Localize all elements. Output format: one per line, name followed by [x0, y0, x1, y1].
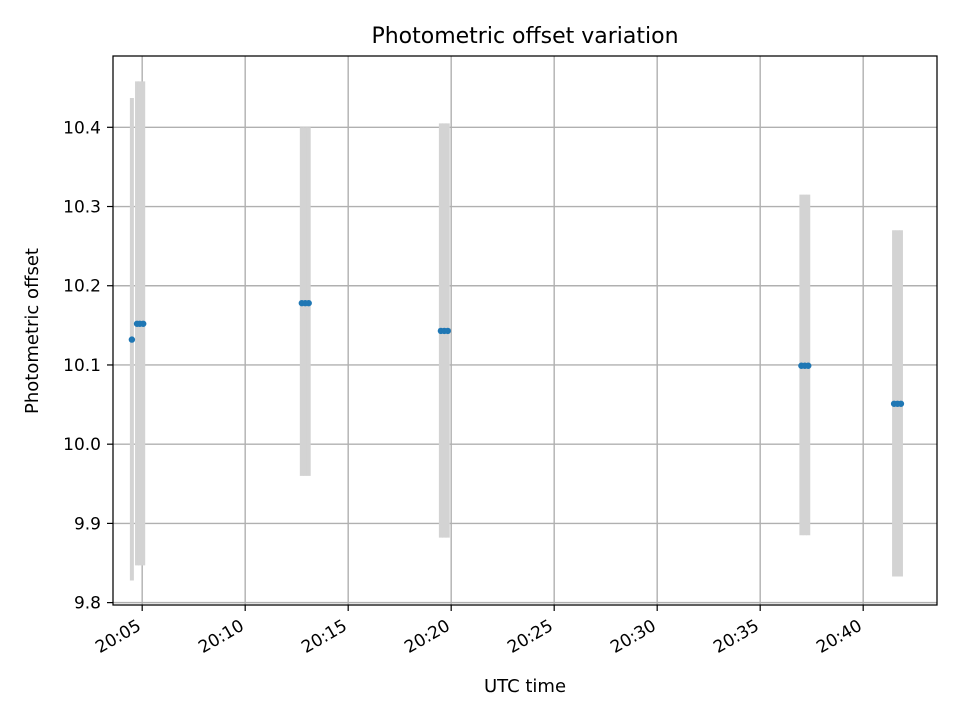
y-tick-label: 9.8	[74, 594, 101, 614]
data-point	[140, 320, 147, 327]
y-axis: 9.8 9.9 10.0 10.1 10.2 10.3 10.4	[63, 118, 113, 614]
y-tick-label: 10.4	[63, 118, 101, 138]
y-tick-label: 10.0	[63, 435, 101, 455]
plot-frame	[112, 55, 938, 606]
data-point	[897, 400, 905, 407]
data-point	[444, 327, 451, 335]
data-point	[805, 362, 812, 369]
y-tick-label: 10.2	[63, 277, 101, 297]
chart-title: Photometric offset variation	[371, 24, 678, 49]
y-tick-label: 10.3	[63, 198, 101, 218]
x-axis-label: UTC time	[484, 676, 566, 697]
data-point	[128, 336, 136, 343]
data-points	[128, 299, 905, 407]
y-tick-label: 9.9	[74, 514, 101, 534]
data-point	[305, 299, 312, 307]
y-tick-label: 10.1	[63, 356, 101, 376]
y-axis-label: Photometric offset	[22, 248, 43, 414]
